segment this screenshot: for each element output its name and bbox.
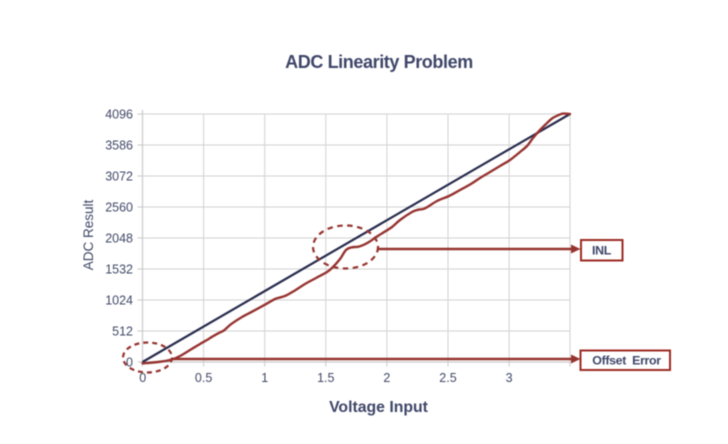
svg-text:ADC Linearity Problem: ADC Linearity Problem <box>285 52 473 72</box>
svg-text:2560: 2560 <box>105 201 133 215</box>
svg-text:3: 3 <box>506 371 513 385</box>
svg-text:1532: 1532 <box>105 263 133 277</box>
svg-text:0: 0 <box>139 371 146 385</box>
svg-text:3586: 3586 <box>105 139 133 153</box>
svg-text:4096: 4096 <box>105 108 133 122</box>
svg-text:0: 0 <box>126 356 133 370</box>
svg-text:ADC Result: ADC Result <box>81 199 96 270</box>
svg-text:512: 512 <box>112 325 133 339</box>
svg-text:1.5: 1.5 <box>317 371 334 385</box>
svg-text:INL: INL <box>592 244 612 258</box>
svg-text:Voltage Input: Voltage Input <box>329 399 429 416</box>
svg-text:3072: 3072 <box>105 170 133 184</box>
svg-text:2: 2 <box>383 371 390 385</box>
svg-text:Offset Error: Offset Error <box>592 354 661 368</box>
svg-text:2048: 2048 <box>105 232 133 246</box>
svg-text:1: 1 <box>261 371 268 385</box>
svg-text:2.5: 2.5 <box>439 371 456 385</box>
svg-text:0.5: 0.5 <box>195 371 212 385</box>
svg-text:1024: 1024 <box>105 294 133 308</box>
